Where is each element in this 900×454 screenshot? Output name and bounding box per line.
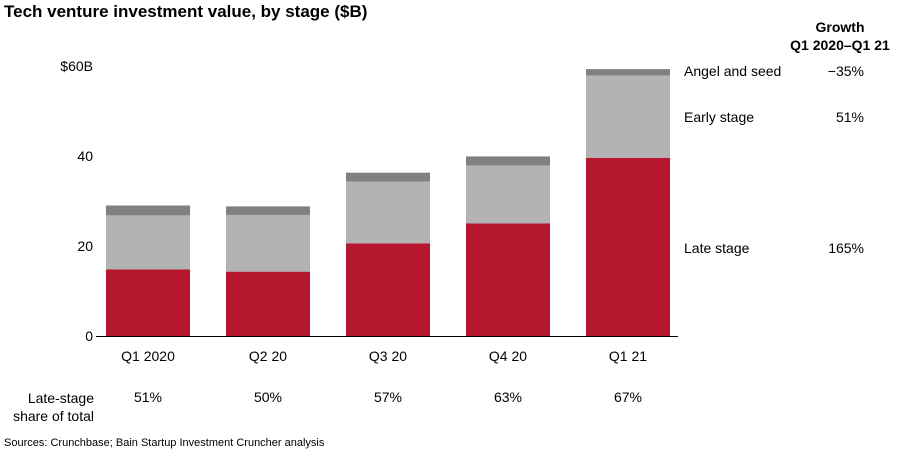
bar-segment-late-stage	[586, 157, 670, 336]
legend-label: Angel and seed	[684, 63, 782, 79]
bar-segment-angel-and-seed	[346, 172, 430, 182]
late-stage-share-value: 67%	[613, 389, 643, 405]
bar-segment-early-stage	[586, 75, 670, 158]
x-tick-label: Q4 20	[489, 348, 527, 364]
source-note: Sources: Crunchbase; Bain Startup Invest…	[4, 437, 325, 449]
y-tick-label: 20	[77, 238, 93, 254]
y-tick-label: 40	[77, 148, 93, 164]
x-tick-label: Q2 20	[249, 348, 287, 364]
legend-growth-value: 51%	[835, 109, 864, 125]
late-stage-share-value: 51%	[133, 389, 163, 405]
y-tick-label: $60B	[60, 58, 93, 74]
chart-title: Tech venture investment value, by stage …	[4, 2, 368, 21]
x-tick-label: Q1 2020	[121, 348, 175, 364]
bar-segment-late-stage	[466, 223, 550, 336]
bar-segment-late-stage	[106, 269, 190, 336]
growth-header: Growth Q1 2020–Q1 21	[780, 18, 900, 54]
late-stage-share-label: Late-stage share of total	[0, 389, 94, 425]
x-tick-label: Q3 20	[369, 348, 407, 364]
late-stage-share-label-line-2: share of total	[13, 408, 94, 424]
y-tick-label: 0	[85, 328, 93, 344]
legend-growth-value: −35%	[827, 63, 864, 79]
bar-segment-late-stage	[226, 271, 310, 336]
bar-segment-angel-and-seed	[586, 69, 670, 76]
late-stage-share-value: 50%	[253, 389, 283, 405]
bar-segment-angel-and-seed	[106, 205, 190, 216]
growth-header-line-1: Growth	[815, 19, 865, 35]
legend-label: Early stage	[684, 109, 755, 125]
bar-segment-early-stage	[466, 165, 550, 224]
bar-segment-early-stage	[226, 214, 310, 272]
legend-label: Late stage	[684, 240, 750, 256]
bar-segment-angel-and-seed	[466, 156, 550, 166]
x-tick-label: Q1 21	[609, 348, 647, 364]
late-stage-share-value: 63%	[493, 389, 523, 405]
bar-segment-angel-and-seed	[226, 206, 310, 215]
late-stage-share-value: 57%	[373, 389, 403, 405]
growth-header-line-2: Q1 2020–Q1 21	[790, 37, 890, 53]
bar-segment-late-stage	[346, 243, 430, 336]
late-stage-share-label-line-1: Late-stage	[27, 390, 94, 406]
legend-growth-value: 165%	[828, 240, 864, 256]
bar-segment-early-stage	[346, 181, 430, 244]
bar-segment-early-stage	[106, 215, 190, 270]
